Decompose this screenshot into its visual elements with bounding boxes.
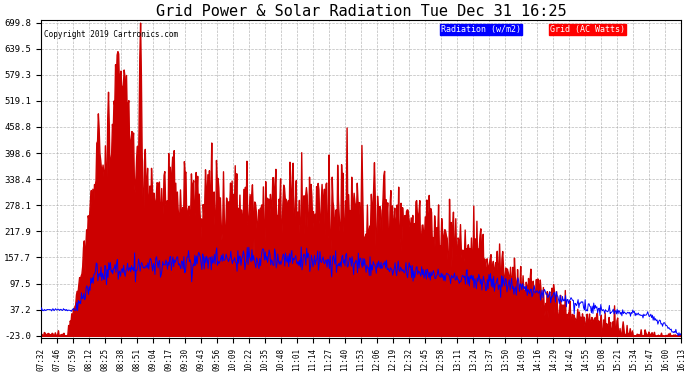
Text: Copyright 2019 Cartronics.com: Copyright 2019 Cartronics.com [44, 30, 178, 39]
Text: Grid (AC Watts): Grid (AC Watts) [550, 25, 625, 34]
Title: Grid Power & Solar Radiation Tue Dec 31 16:25: Grid Power & Solar Radiation Tue Dec 31 … [156, 4, 566, 19]
Text: Radiation (w/m2): Radiation (w/m2) [441, 25, 521, 34]
